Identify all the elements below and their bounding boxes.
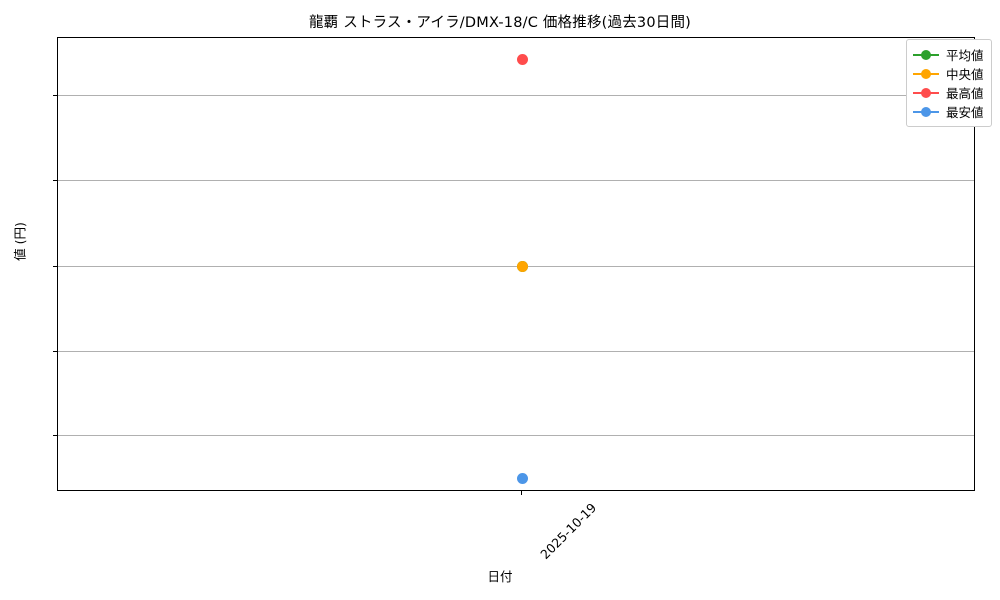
chart-title: 龍覇 ストラス・アイラ/DMX-18/C 価格推移(過去30日間) [308,15,692,31]
gridline-42 [58,180,974,181]
x-tick-mark [521,491,522,495]
y-tick-mark [53,180,57,181]
datapoint-max [516,53,528,65]
legend-marker-icon [913,68,939,79]
datapoint-median [516,260,528,272]
legend-item-median[interactable]: 中央値 [913,64,984,83]
gridline-40 [58,266,974,267]
legend-marker-icon [913,87,939,98]
legend-item-min[interactable]: 最安値 [913,102,984,121]
datapoint-min [516,472,528,484]
legend-marker-icon [913,106,939,117]
legend-item-max[interactable]: 最高値 [913,83,984,102]
plot-area [57,37,975,491]
legend: 平均値 中央値 最高値 最安値 [906,39,992,127]
legend-label: 最安値 [946,105,984,120]
gridline-38 [58,351,974,352]
legend-label: 最高値 [946,86,984,101]
y-tick-mark [53,435,57,436]
x-tick-label: 2025-10-19 [537,500,600,562]
y-tick-mark [53,266,57,267]
legend-label: 平均値 [946,48,984,63]
legend-label: 中央値 [946,67,984,82]
legend-marker-icon [913,49,939,60]
y-tick-mark [53,351,57,352]
y-tick-mark [53,95,57,96]
gridline-44 [58,95,974,96]
gridline-36 [58,435,974,436]
y-axis-label: 値 (円) [12,222,28,261]
legend-item-average[interactable]: 平均値 [913,45,984,64]
x-axis-label: 日付 [487,569,513,584]
